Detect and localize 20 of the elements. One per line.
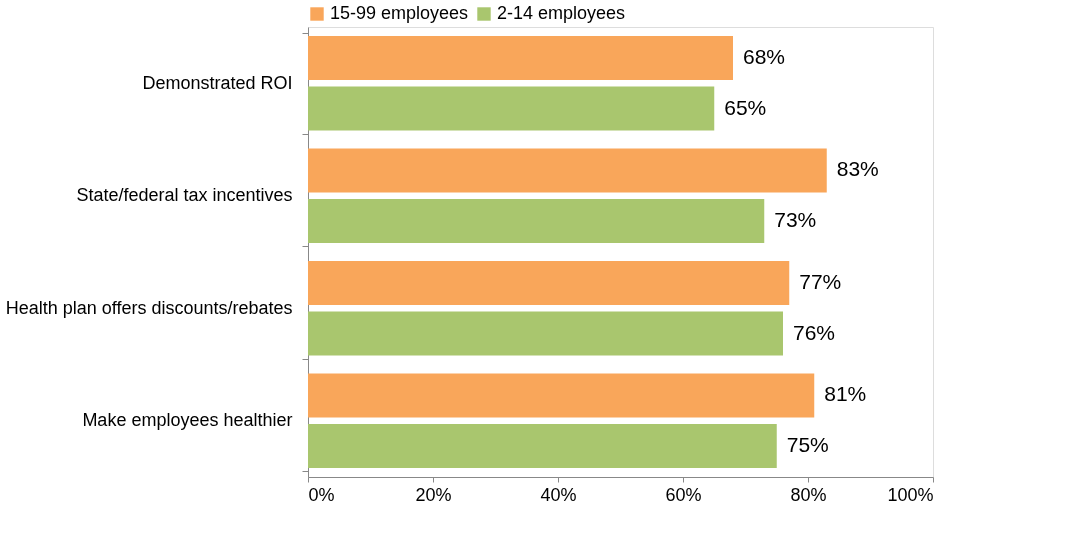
data-label: 75%	[786, 433, 829, 457]
x-tick-label: 60%	[665, 484, 702, 505]
x-tick-label: 40%	[540, 484, 577, 505]
data-label: 68%	[743, 44, 786, 68]
x-tick-label: 20%	[415, 484, 452, 505]
x-tick-label: 80%	[790, 484, 827, 505]
data-label: 76%	[793, 320, 836, 344]
data-label: 81%	[824, 382, 867, 406]
data-label: 65%	[724, 95, 767, 119]
y-tick-label: State/federal tax incentives	[76, 185, 293, 206]
data-label: 77%	[799, 269, 842, 293]
x-tick-label: 0%	[308, 484, 335, 505]
y-tick-label: Health plan offers discounts/rebates	[5, 297, 293, 318]
legend-label: 15-99 employees	[330, 3, 469, 23]
data-label: 73%	[774, 208, 817, 232]
y-tick-label: Make employees healthier	[82, 410, 293, 431]
data-label: 83%	[836, 157, 879, 181]
x-tick-label: 100%	[887, 484, 934, 505]
legend-label: 2-14 employees	[497, 3, 626, 23]
y-tick-label: Demonstrated ROI	[142, 72, 293, 93]
